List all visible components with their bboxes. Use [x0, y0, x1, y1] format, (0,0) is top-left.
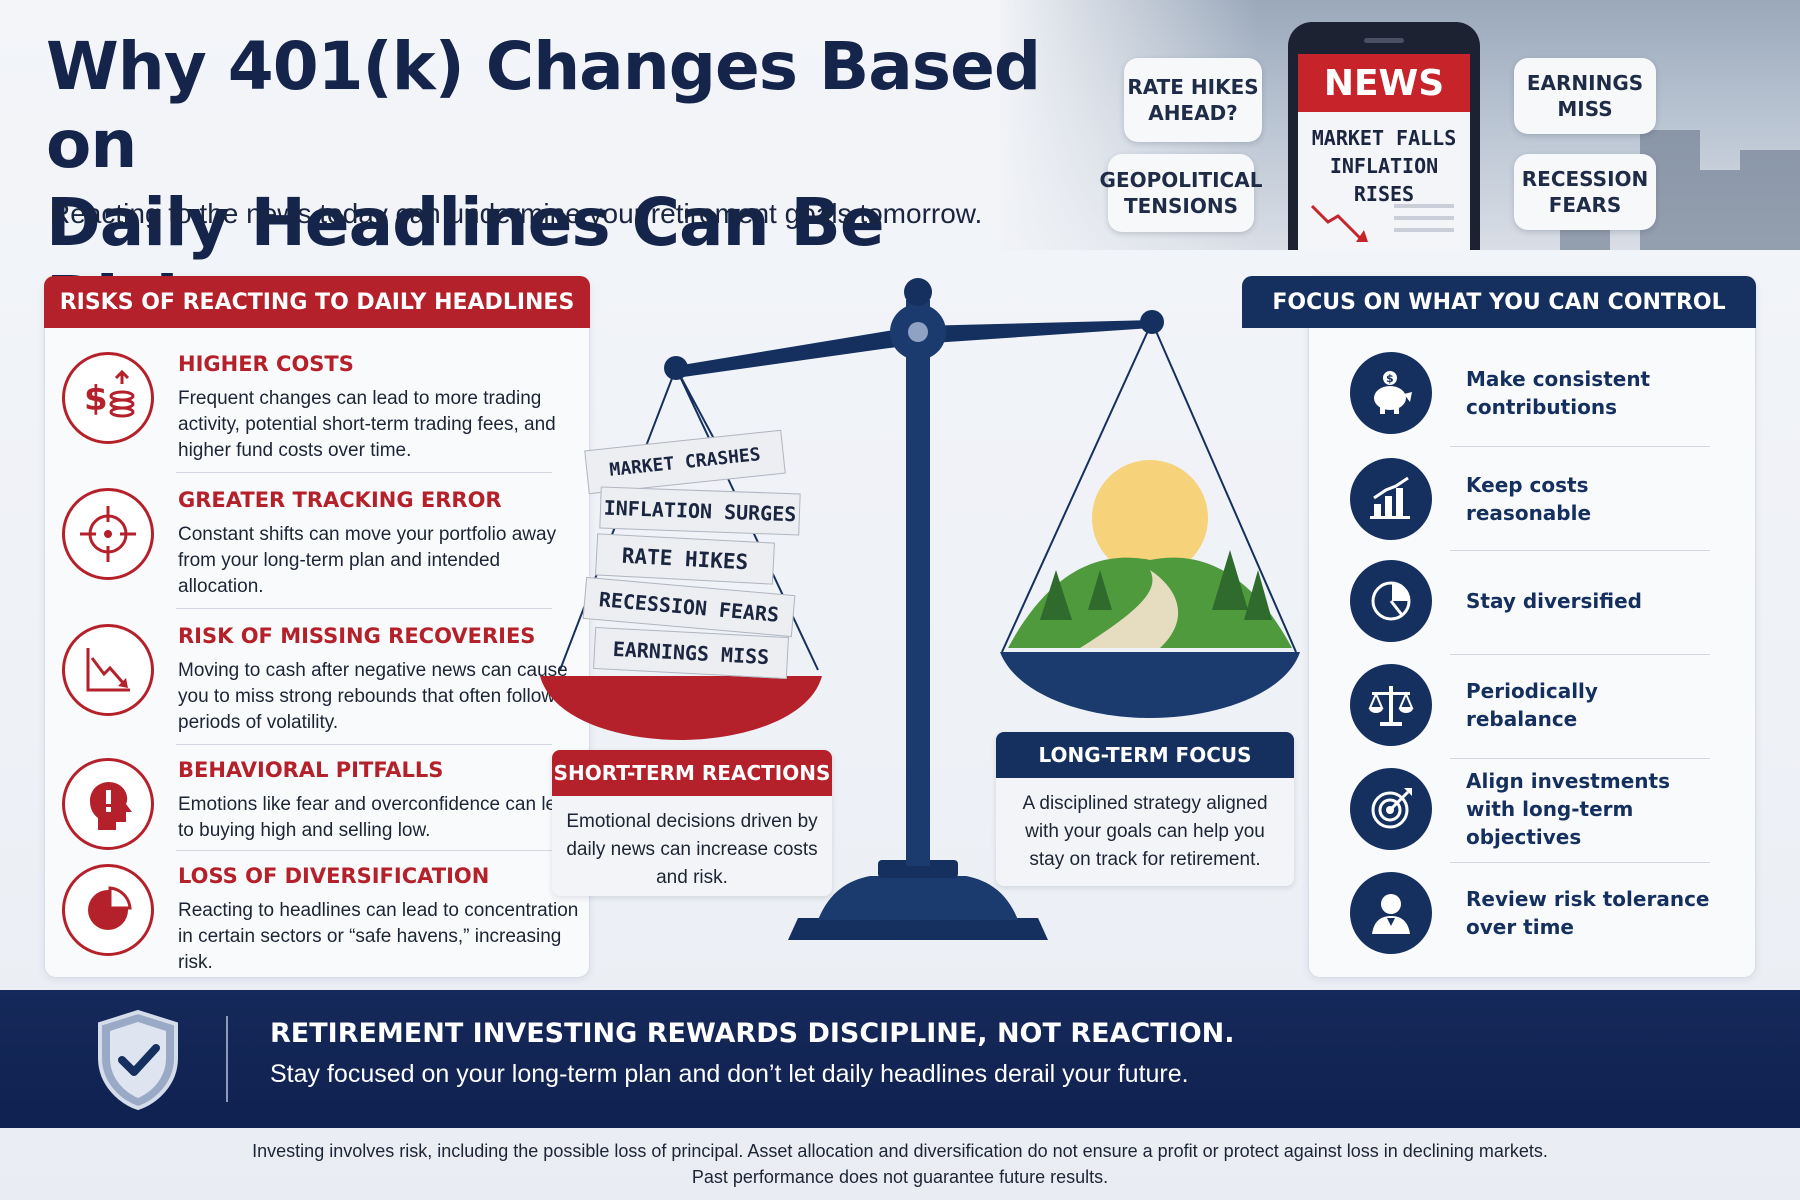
svg-text:$: $	[84, 379, 108, 419]
long-term-callout: LONG-TERM FOCUS A disciplined strategy a…	[996, 732, 1294, 886]
control-panel-header: FOCUS ON WHAT YOU CAN CONTROL	[1242, 276, 1756, 328]
balance-scale-illustration	[540, 278, 1300, 940]
risks-panel-header: RISKS OF REACTING TO DAILY HEADLINES	[44, 276, 590, 328]
divider	[1450, 862, 1710, 863]
control-item-label: Keep costs reasonable	[1466, 473, 1592, 525]
divider	[1450, 446, 1710, 447]
risk-title: BEHAVIORAL PITFALLS	[178, 758, 444, 782]
head-alert-icon	[62, 758, 154, 850]
phone-speaker	[1364, 38, 1404, 43]
divider	[176, 850, 552, 851]
phone-headline-line-1: MARKET FALLS	[1311, 126, 1457, 150]
control-item-label: Periodically rebalance	[1466, 679, 1598, 731]
risk-description: Constant shifts can move your portfolio …	[178, 524, 557, 597]
risk-item-missing-recoveries: RISK OF MISSING RECOVERIES Moving to cas…	[62, 624, 582, 740]
disclaimer-line-2: Past performance does not guarantee futu…	[691, 1167, 1109, 1187]
divider	[176, 472, 552, 473]
banner-title: RETIREMENT INVESTING REWARDS DISCIPLINE,…	[270, 1018, 1235, 1049]
risk-description: Moving to cash after negative news can c…	[178, 660, 568, 733]
downtrend-chart-icon	[62, 624, 154, 716]
phone-headline-line-2: INFLATION RISES	[1329, 154, 1439, 206]
risk-title: LOSS OF DIVERSIFICATION	[178, 864, 490, 888]
risk-title: HIGHER COSTS	[178, 352, 354, 376]
short-term-description: Emotional decisions driven by daily news…	[566, 811, 818, 888]
discipline-banner: RETIREMENT INVESTING REWARDS DISCIPLINE,…	[0, 990, 1800, 1128]
bar-chart-icon	[1350, 458, 1432, 540]
dollar-coins-icon: $	[62, 352, 154, 444]
divider	[176, 744, 552, 745]
newspaper-headline: RATE HIKES	[595, 533, 775, 585]
newspaper-headline: EARNINGS MISS	[593, 626, 789, 680]
control-item-label: Make consistent contributions	[1466, 367, 1651, 419]
bubble-rate-hikes: RATE HIKES AHEAD?	[1124, 58, 1262, 142]
news-phone: NEWS MARKET FALLS INFLATION RISES	[1288, 22, 1480, 250]
control-item-label: Stay diversified	[1466, 589, 1642, 613]
risk-description: Frequent changes can lead to more tradin…	[178, 388, 556, 461]
shield-check-icon	[98, 1009, 178, 1111]
phone-headline: MARKET FALLS INFLATION RISES	[1298, 124, 1470, 208]
skyline-building	[1700, 170, 1740, 250]
piggy-bank-icon: $	[1350, 352, 1432, 434]
page-subtitle: Reacting to the news today can undermine…	[50, 198, 983, 229]
crosshair-icon	[62, 488, 154, 580]
long-term-title: LONG-TERM FOCUS	[996, 732, 1294, 778]
divider	[1450, 550, 1710, 551]
control-item-contributions: $ Make consistent contributions	[1350, 352, 1710, 442]
disclaimer-line-1: Investing involves risk, including the p…	[252, 1141, 1548, 1161]
svg-text:$: $	[1386, 372, 1394, 385]
control-item-rebalance: Periodically rebalance	[1350, 664, 1710, 754]
person-icon	[1350, 872, 1432, 954]
newspaper-stack: MARKET CRASHES INFLATION SURGES RATE HIK…	[570, 429, 820, 690]
divider	[176, 608, 552, 609]
bubble-geopolitical-tensions: GEOPOLITICAL TENSIONS	[1100, 154, 1262, 232]
risk-description: Reacting to headlines can lead to concen…	[178, 900, 579, 973]
divider	[1450, 654, 1710, 655]
newspaper-headline: MARKET CRASHES	[584, 429, 786, 495]
disclaimer: Investing involves risk, including the p…	[0, 1138, 1800, 1190]
control-item-align-investments: Align investments with long-term objecti…	[1350, 768, 1710, 858]
short-term-title: SHORT-TERM REACTIONS	[552, 750, 832, 796]
skyline-building	[1740, 150, 1800, 250]
control-item-label: Align investments with long-term objecti…	[1466, 769, 1670, 849]
target-icon	[1350, 768, 1432, 850]
short-term-callout: SHORT-TERM REACTIONS Emotional decisions…	[552, 750, 832, 896]
divider	[1450, 758, 1710, 759]
risk-description: Emotions like fear and overconfidence ca…	[178, 794, 578, 841]
title-line-1: Why 401(k) Changes Based on	[46, 28, 1041, 183]
news-label: NEWS	[1298, 54, 1470, 112]
banner-subtitle: Stay focused on your long-term plan and …	[270, 1060, 1189, 1088]
pie-chart-icon	[1350, 560, 1432, 642]
control-item-costs: Keep costs reasonable	[1350, 458, 1710, 548]
phone-screen: NEWS MARKET FALLS INFLATION RISES	[1298, 54, 1470, 250]
long-term-description: A disciplined strategy aligned with your…	[1022, 793, 1268, 870]
bubble-recession-fears: RECESSION FEARS	[1514, 154, 1656, 230]
control-item-risk-tolerance: Review risk tolerance over time	[1350, 872, 1710, 962]
pie-chart-icon	[62, 864, 154, 956]
control-item-diversified: Stay diversified	[1350, 560, 1710, 650]
control-item-label: Review risk tolerance over time	[1466, 887, 1710, 939]
newspaper-headline: INFLATION SURGES	[599, 486, 801, 536]
risk-item-loss-of-diversification: LOSS OF DIVERSIFICATION Reacting to head…	[62, 864, 582, 974]
risk-item-higher-costs: $ HIGHER COSTS Frequent changes can lead…	[62, 352, 582, 468]
balance-scale-icon	[1350, 664, 1432, 746]
risk-item-behavioral-pitfalls: BEHAVIORAL PITFALLS Emotions like fear a…	[62, 758, 582, 854]
bubble-earnings-miss: EARNINGS MISS	[1514, 58, 1656, 134]
banner-separator	[226, 1016, 228, 1102]
risk-title: GREATER TRACKING ERROR	[178, 488, 502, 512]
falling-chart-icon	[1310, 204, 1454, 242]
risk-item-tracking-error: GREATER TRACKING ERROR Constant shifts c…	[62, 488, 582, 604]
risk-title: RISK OF MISSING RECOVERIES	[178, 624, 536, 648]
